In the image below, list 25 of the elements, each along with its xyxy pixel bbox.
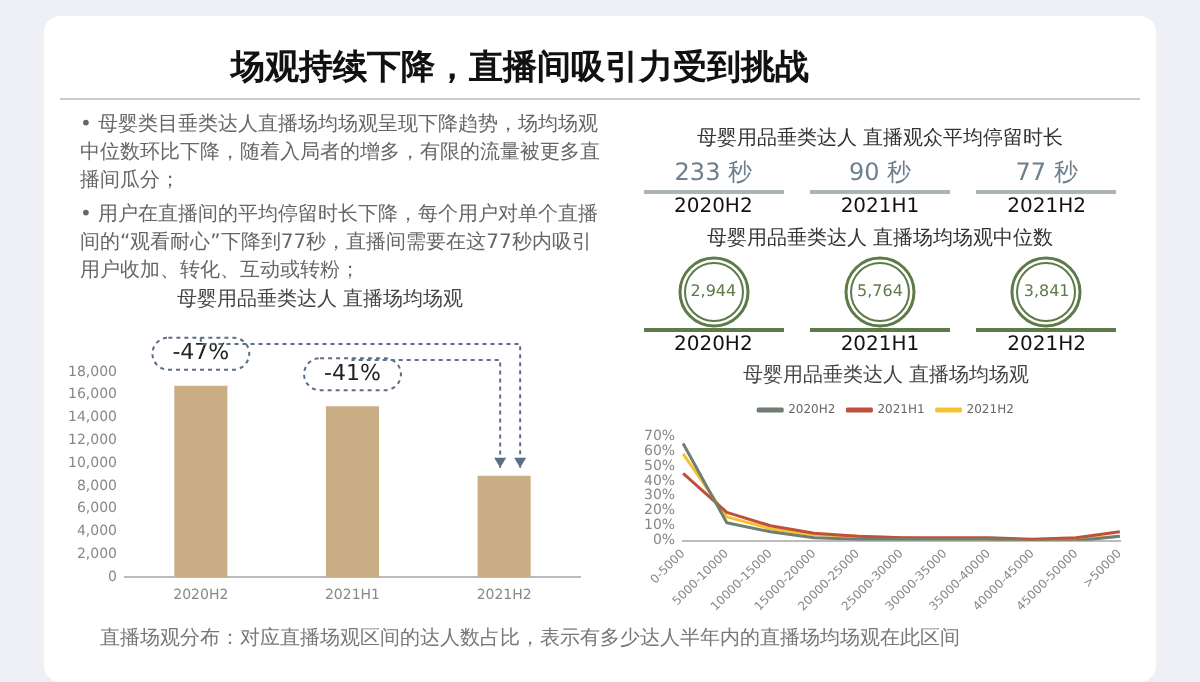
category-label: 2021H2 (976, 328, 1117, 356)
category-label: 2021H1 (809, 190, 950, 218)
data-label: 2,944 (688, 282, 739, 300)
category-label: 2021H1 (809, 328, 950, 356)
data-label: 90 秒 (846, 156, 914, 190)
text: • 母婴类目垂类达人直播场均场观呈现下降趋势，场均场观中位数环比下降，随着入局者的增多，有限的流量被更多直播间瓜分； (80, 112, 600, 196)
data-label: 77 秒 (1013, 156, 1080, 190)
annotation: -41% (324, 359, 381, 386)
category-label: 2020H2 (643, 190, 784, 218)
text: 母婴用品垂类达人 直播场均场观中位数 (704, 225, 1056, 252)
chart-title: 母婴用品垂类达人 直播场均场观 (176, 287, 464, 312)
data-label: 233 秒 (672, 156, 755, 190)
chart-title: 母婴用品垂类达人 直播场均场观 (742, 363, 1030, 388)
text: 场观持续下降，直播间吸引力受到挑战 (60, 44, 1140, 100)
annotation: -47% (172, 339, 230, 366)
data-label: 3,841 (1021, 282, 1072, 300)
text: 直播场观分布：对应直播场观区间的达人数占比，表示有多少达人半年内的直播场均场观在此区间 (100, 625, 962, 652)
bar (477, 475, 531, 578)
bar (174, 385, 228, 578)
data-label: 5,764 (855, 282, 905, 300)
category-label: 2021H2 (976, 190, 1117, 218)
bar (325, 406, 380, 578)
text: • 用户在直播间的平均停留时长下降，每个用户对单个直播间的“观看耐心”下降到77秒，直播间需要在这77秒内吸引用户收加、转化、互动或转粉； (80, 202, 600, 286)
category-label: 2020H2 (643, 328, 784, 356)
text: 母婴用品垂类达人 直播观众平均停留时长 (694, 125, 1066, 152)
